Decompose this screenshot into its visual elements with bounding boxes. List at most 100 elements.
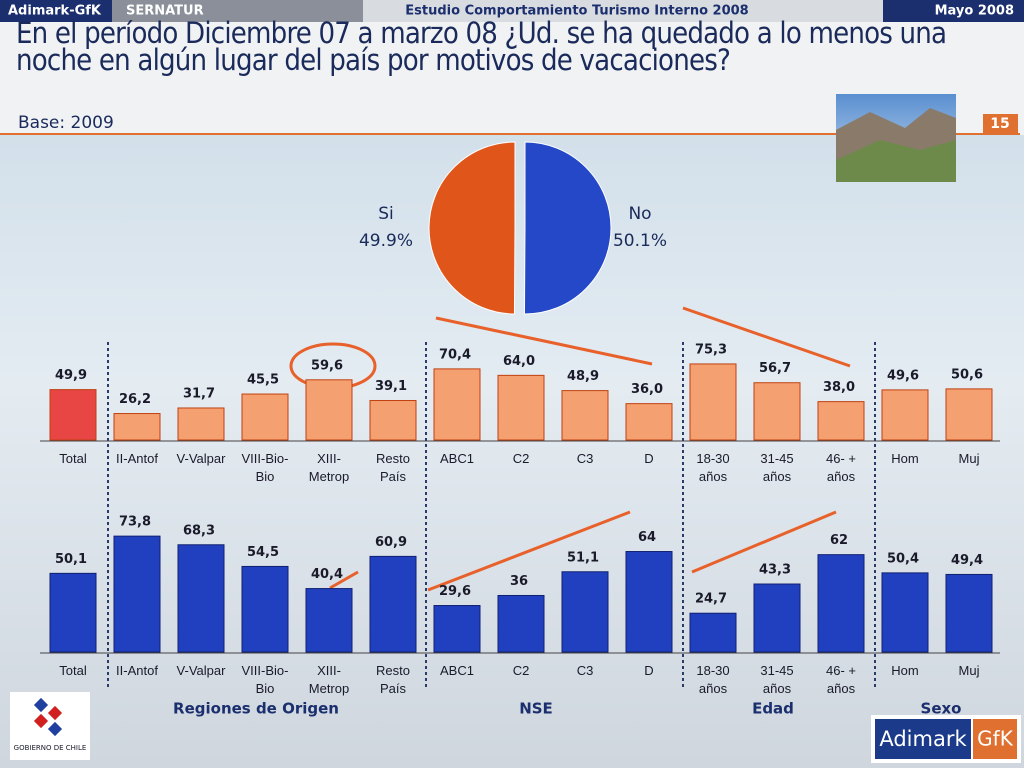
x-tick-label: II-Antof: [116, 663, 158, 678]
header-box: [112, 0, 363, 22]
value-label: 43,3: [759, 563, 791, 578]
bar: [433, 368, 481, 441]
x-tick-label: D: [644, 663, 653, 678]
bar: [753, 583, 801, 653]
value-label: 51,1: [567, 550, 599, 565]
x-tick-label: V-Valpar: [177, 451, 227, 466]
x-tick-label: C3: [577, 451, 594, 466]
value-label: 45,5: [247, 373, 279, 388]
value-label: 73,8: [119, 515, 151, 530]
value-label: 50,1: [55, 552, 87, 567]
x-tick-label: Total: [59, 451, 87, 466]
bar: [369, 400, 417, 441]
page-number: 15: [990, 116, 1009, 132]
x-tick-label: 31-45 años: [760, 451, 793, 484]
bar: [817, 401, 865, 441]
bar: [305, 588, 353, 653]
value-label: 36: [510, 574, 528, 589]
bar: [497, 594, 545, 653]
x-tick-label: VIII-Bio-Bio: [242, 663, 289, 696]
title: En el período Diciembre 07 a marzo 08 ¿U…: [16, 20, 947, 77]
base: Base: 2009: [18, 113, 114, 133]
value-label: 64,0: [503, 354, 535, 369]
x-tick-label: ABC1: [440, 451, 474, 466]
x-tick-label: Total: [59, 663, 87, 678]
value-label: 50,4: [887, 551, 919, 566]
x-tick-label: C2: [513, 451, 530, 466]
group-label: NSE: [519, 700, 553, 718]
group-label: Regiones de Origen: [173, 700, 339, 718]
value-label: 24,7: [695, 592, 727, 607]
header-text: Mayo 2008: [935, 4, 1014, 19]
slice-label: No: [628, 204, 651, 224]
value-label: 50,6: [951, 367, 983, 382]
header-box: [0, 0, 112, 22]
x-tick-label: Hom: [891, 663, 918, 678]
logo-text: Adimark: [879, 727, 967, 751]
value-label: 56,7: [759, 361, 791, 376]
value-label: 36,0: [631, 382, 663, 397]
pie-slice: [428, 141, 516, 315]
title-box: En el período Diciembre 07 a marzo 08 ¿U…: [16, 20, 947, 77]
bar: [113, 535, 161, 653]
value-label: 38,0: [823, 380, 855, 395]
slice-value: 50.1%: [613, 231, 667, 251]
gov-text: GOBIERNO DE CHILE: [14, 744, 87, 752]
bar: [881, 572, 929, 653]
header-box: [363, 0, 883, 22]
value-label: 59,6: [311, 358, 343, 373]
gov-logo: [10, 692, 90, 760]
slice-value: 49.9%: [359, 231, 413, 251]
group-label: Edad: [752, 700, 794, 718]
bar: [369, 555, 417, 653]
x-tick-label: Muj: [959, 451, 980, 466]
bar: [945, 388, 993, 441]
header-box: [883, 0, 1024, 22]
photo: [836, 94, 956, 182]
bar: [945, 573, 993, 653]
gov-logo-mark: [33, 697, 63, 737]
bar: [625, 403, 673, 441]
group-label: Sexo: [921, 700, 962, 718]
bar: [881, 389, 929, 441]
bar: [49, 389, 97, 441]
bar: [753, 382, 801, 441]
bar: [305, 379, 353, 441]
x-tick-label: XIII-Metrop: [309, 663, 349, 696]
value-label: 31,7: [183, 386, 215, 401]
dividers: [107, 342, 876, 690]
x-tick-label: Muj: [959, 663, 980, 678]
bar: [625, 551, 673, 653]
x-tick-label: 46- + años: [826, 663, 856, 696]
x-tick-label: VIII-Bio-Bio: [242, 451, 289, 484]
bar: [177, 407, 225, 441]
value-label: 49,4: [951, 553, 983, 568]
bar: [497, 374, 545, 441]
x-tick-label: 18-30 años: [696, 663, 729, 696]
value-label: 39,1: [375, 379, 407, 394]
x-tick-label: Hom: [891, 451, 918, 466]
bar: [689, 612, 737, 653]
x-tick-label: D: [644, 451, 653, 466]
header-text: Adimark-GfK: [8, 4, 102, 19]
x-tick-label: 18-30 años: [696, 451, 729, 484]
x-tick-label: C2: [513, 663, 530, 678]
bar: [241, 393, 289, 441]
value-label: 49,9: [55, 368, 87, 383]
value-label: 48,9: [567, 369, 599, 384]
page-box: [983, 114, 1018, 134]
bar: [177, 544, 225, 653]
value-label: 40,4: [311, 567, 343, 582]
x-tick-label: Resto País: [376, 663, 410, 696]
bar: [49, 572, 97, 653]
value-label: 49,6: [887, 368, 919, 383]
logo-b: [973, 719, 1017, 759]
x-tick-label: V-Valpar: [177, 663, 227, 678]
bar: [241, 565, 289, 653]
value-label: 60,9: [375, 535, 407, 550]
slice-label: Si: [378, 204, 394, 224]
x-tick-label: Resto País: [376, 451, 410, 484]
value-label: 62: [830, 533, 848, 548]
x-tick-label: 31-45 años: [760, 663, 793, 696]
